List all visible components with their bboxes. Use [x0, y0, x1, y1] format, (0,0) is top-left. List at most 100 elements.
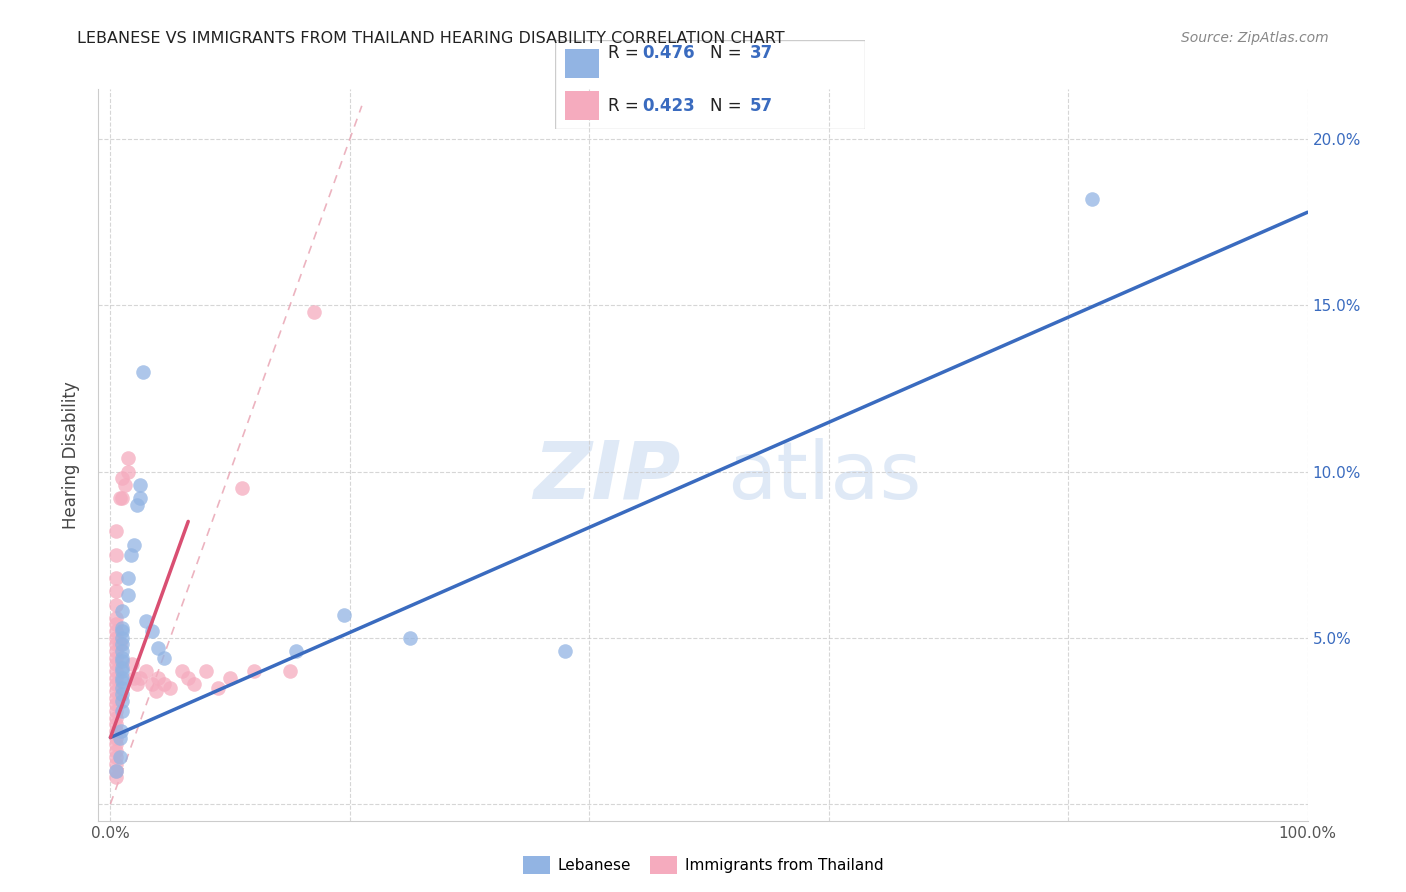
Point	[105, 757, 128, 772]
Text: LEBANESE VS IMMIGRANTS FROM THAILAND HEARING DISABILITY CORRELATION CHART: LEBANESE VS IMMIGRANTS FROM THAILAND HEA…	[77, 31, 785, 46]
Point	[129, 491, 152, 505]
Point	[105, 664, 128, 678]
Point	[145, 684, 167, 698]
Point	[105, 771, 128, 785]
Point	[105, 671, 128, 685]
Legend: Lebanese, Immigrants from Thailand: Lebanese, Immigrants from Thailand	[516, 850, 890, 880]
Point	[105, 723, 128, 738]
Point	[105, 684, 128, 698]
Point	[105, 750, 128, 764]
Point	[111, 673, 134, 688]
Text: Source: ZipAtlas.com: Source: ZipAtlas.com	[1181, 31, 1329, 45]
Point	[148, 671, 170, 685]
Point	[111, 631, 134, 645]
Point	[105, 631, 128, 645]
Point	[111, 687, 134, 701]
Point	[108, 637, 131, 651]
Point	[124, 538, 146, 552]
Text: 0.423: 0.423	[643, 97, 695, 115]
Point	[111, 671, 134, 685]
Point	[117, 451, 139, 466]
Point	[554, 644, 576, 658]
Point	[105, 644, 128, 658]
Point	[114, 478, 136, 492]
Point	[141, 624, 163, 639]
Point	[105, 657, 128, 672]
Point	[105, 637, 128, 651]
Point	[105, 731, 128, 745]
Point	[105, 690, 128, 705]
Text: R =: R =	[607, 44, 644, 62]
Point	[108, 750, 131, 764]
Point	[117, 465, 139, 479]
Point	[111, 654, 134, 668]
Point	[111, 681, 134, 695]
Point	[105, 677, 128, 691]
Point	[207, 681, 229, 695]
Text: N =: N =	[710, 97, 747, 115]
Point	[111, 491, 134, 505]
Point	[121, 657, 143, 672]
Point	[243, 664, 266, 678]
Point	[108, 731, 131, 745]
Point	[105, 710, 128, 724]
Point	[195, 664, 218, 678]
Point	[111, 661, 134, 675]
Point	[219, 671, 242, 685]
Point	[1081, 192, 1104, 206]
Point	[148, 640, 170, 655]
Text: 37: 37	[751, 44, 773, 62]
Point	[231, 481, 253, 495]
Point	[105, 571, 128, 585]
Point	[141, 677, 163, 691]
Point	[105, 764, 128, 778]
Point	[132, 365, 155, 379]
Point	[105, 524, 128, 539]
Point	[111, 644, 134, 658]
Point	[105, 717, 128, 731]
Point	[183, 677, 205, 691]
Text: R =: R =	[607, 97, 644, 115]
Point	[117, 588, 139, 602]
Point	[105, 617, 128, 632]
Point	[333, 607, 356, 622]
Point	[111, 604, 134, 618]
Text: ZIP: ZIP	[533, 438, 681, 516]
Point	[117, 571, 139, 585]
Point	[105, 698, 128, 712]
Point	[120, 548, 142, 562]
Text: atlas: atlas	[727, 438, 921, 516]
Point	[105, 598, 128, 612]
Point	[105, 650, 128, 665]
Point	[284, 644, 307, 658]
Point	[105, 548, 128, 562]
Point	[105, 584, 128, 599]
Point	[111, 664, 134, 678]
Point	[159, 681, 181, 695]
Point	[302, 305, 325, 319]
Point	[111, 694, 134, 708]
Point	[111, 624, 134, 639]
Point	[105, 744, 128, 758]
Point	[105, 704, 128, 718]
Bar	[565, 92, 599, 120]
Point	[153, 677, 176, 691]
Point	[108, 491, 131, 505]
Point	[110, 723, 132, 738]
Point	[135, 664, 157, 678]
Point	[398, 631, 420, 645]
Point	[111, 621, 134, 635]
Point	[125, 677, 148, 691]
Point	[278, 664, 301, 678]
Point	[129, 478, 152, 492]
Point	[111, 471, 134, 485]
Point	[105, 764, 128, 778]
Point	[172, 664, 194, 678]
Point	[129, 671, 152, 685]
Point	[125, 498, 148, 512]
Y-axis label: Hearing Disability: Hearing Disability	[62, 381, 80, 529]
Text: N =: N =	[710, 44, 747, 62]
Point	[111, 637, 134, 651]
Point	[111, 704, 134, 718]
Point	[135, 614, 157, 628]
